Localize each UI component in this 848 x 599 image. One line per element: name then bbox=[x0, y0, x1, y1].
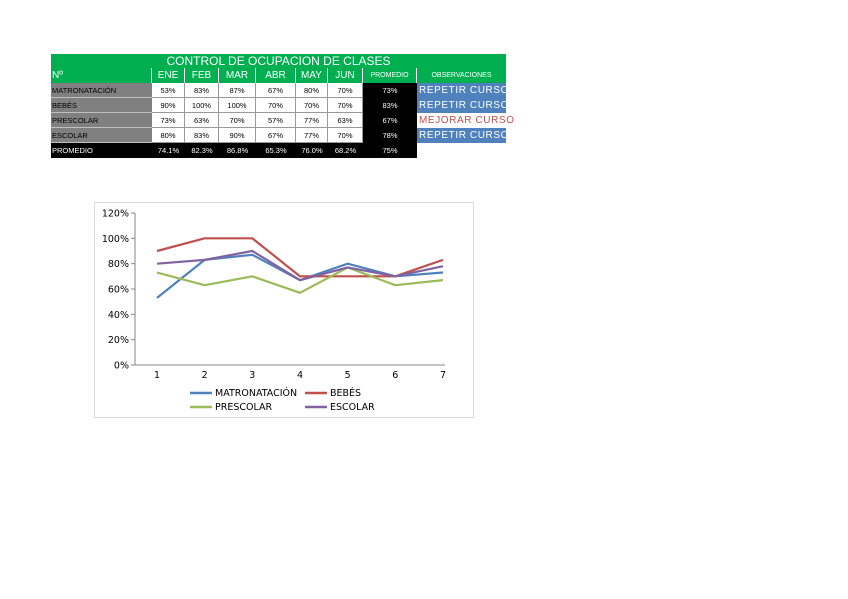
x-tick-label: 3 bbox=[249, 370, 255, 381]
series-line bbox=[156, 266, 444, 294]
footer-avg: 75% bbox=[363, 143, 417, 158]
row-value-cell: 83% bbox=[185, 128, 219, 143]
table-header-row: Nº ENE FEB MAR ABR MAY JUN PROMEDIO OBSE… bbox=[51, 68, 506, 83]
x-tick-label: 6 bbox=[392, 370, 398, 381]
y-tick-label: 120% bbox=[102, 209, 129, 220]
y-tick-label: 40% bbox=[108, 310, 129, 321]
row-value-cell: 87% bbox=[219, 83, 256, 98]
header-cell: MAY bbox=[296, 68, 328, 83]
row-name: PRESCOLAR bbox=[51, 113, 152, 128]
header-cell: FEB bbox=[185, 68, 219, 83]
series-line bbox=[156, 249, 444, 282]
header-cell: ENE bbox=[152, 68, 185, 83]
row-value-cell: 70% bbox=[328, 98, 363, 113]
header-cell: PROMEDIO bbox=[363, 68, 417, 83]
row-value-cell: 80% bbox=[296, 83, 328, 98]
row-avg: 78% bbox=[363, 128, 417, 143]
footer-cell: 68.2% bbox=[328, 143, 363, 158]
row-value-cell: 90% bbox=[152, 98, 185, 113]
row-value-cell: 73% bbox=[152, 113, 185, 128]
y-tick-label: 20% bbox=[108, 335, 129, 346]
legend-entry: BEBÉS bbox=[330, 387, 361, 399]
footer-row: PROMEDIO 74.1% 82.3% 86.8% 65.3% 76.0% 6… bbox=[51, 143, 417, 158]
x-tick-label: 4 bbox=[297, 370, 303, 381]
y-tick-label: 80% bbox=[108, 259, 129, 270]
x-tick-label: 1 bbox=[154, 370, 160, 381]
header-cell: Nº bbox=[51, 68, 152, 83]
row-observation: REPETIR CURSO bbox=[417, 98, 510, 113]
row-value-cell: 57% bbox=[256, 113, 296, 128]
row-observation: REPETIR CURSO bbox=[417, 83, 510, 98]
row-observation: MEJORAR CURSO bbox=[417, 113, 515, 128]
chart-container: 0% 20% 40% 60% 80% 100% 120% 1 2 3 4 5 6 7 MATRONATACI… bbox=[94, 202, 474, 418]
row-name: ESCOLAR bbox=[51, 128, 152, 143]
row-value-cell: 77% bbox=[296, 128, 328, 143]
x-tick-label: 5 bbox=[345, 370, 351, 381]
row-value-cell: 67% bbox=[256, 128, 296, 143]
legend-entry: ESCOLAR bbox=[330, 402, 375, 413]
line-chart: 0% 20% 40% 60% 80% 100% 120% 1 2 3 4 5 6 7 MATRONATACI… bbox=[102, 209, 446, 414]
header-cell: JUN bbox=[328, 68, 363, 83]
row-avg: 67% bbox=[363, 113, 417, 128]
series-line bbox=[156, 237, 444, 278]
row-value-cell: 100% bbox=[185, 98, 219, 113]
row-value-cell: 70% bbox=[328, 128, 363, 143]
y-tick-label: 60% bbox=[108, 285, 129, 296]
row-observation: REPETIR CURSO bbox=[417, 128, 510, 143]
footer-cell: 65.3% bbox=[256, 143, 296, 158]
row-value-cell: 70% bbox=[328, 83, 363, 98]
table-row: PRESCOLAR 73% 63% 70% 57% 77% 63% 67% MEJORAR CU… bbox=[51, 113, 521, 128]
table-title: CONTROL DE OCUPACION DE CLASES bbox=[51, 54, 506, 68]
footer-cell: 76.0% bbox=[296, 143, 328, 158]
row-value-cell: 63% bbox=[328, 113, 363, 128]
row-value-cell: 67% bbox=[256, 83, 296, 98]
footer-cell: 86.8% bbox=[219, 143, 256, 158]
y-tick-label: 0% bbox=[114, 361, 129, 372]
row-avg: 83% bbox=[363, 98, 417, 113]
row-value-cell: 90% bbox=[219, 128, 256, 143]
table-row: BEBÉS 90% 100% 100% 70% 70% 70% 83% REPETIR CURS… bbox=[51, 98, 521, 113]
header-cell: OBSERVACIONES bbox=[417, 68, 506, 83]
x-tick-label: 7 bbox=[440, 370, 446, 381]
row-value-cell: 70% bbox=[256, 98, 296, 113]
row-value-cell: 83% bbox=[185, 83, 219, 98]
row-value-cell: 53% bbox=[152, 83, 185, 98]
footer-label: PROMEDIO bbox=[51, 143, 152, 158]
footer-cell: 74.1% bbox=[152, 143, 185, 158]
legend-entry: MATRONATACIÓN bbox=[215, 387, 297, 399]
row-value-cell: 63% bbox=[185, 113, 219, 128]
row-name: BEBÉS bbox=[51, 98, 152, 113]
x-tick-label: 2 bbox=[202, 370, 208, 381]
header-cell: MAR bbox=[219, 68, 256, 83]
header-cell: ABR bbox=[256, 68, 296, 83]
row-value-cell: 100% bbox=[219, 98, 256, 113]
table-row: MATRONATACIÓN 53% 83% 87% 67% 80% 70% 73% REPETI… bbox=[51, 83, 521, 98]
row-value-cell: 70% bbox=[296, 98, 328, 113]
row-name: MATRONATACIÓN bbox=[51, 83, 152, 98]
footer-cell: 82.3% bbox=[185, 143, 219, 158]
row-value-cell: 70% bbox=[219, 113, 256, 128]
row-avg: 73% bbox=[363, 83, 417, 98]
y-tick-label: 100% bbox=[102, 234, 129, 245]
table-row: ESCOLAR 80% 83% 90% 67% 77% 70% 78% REPETIR CURS… bbox=[51, 128, 521, 143]
legend-entry: PRESCOLAR bbox=[215, 402, 272, 413]
row-value-cell: 80% bbox=[152, 128, 185, 143]
row-value-cell: 77% bbox=[296, 113, 328, 128]
